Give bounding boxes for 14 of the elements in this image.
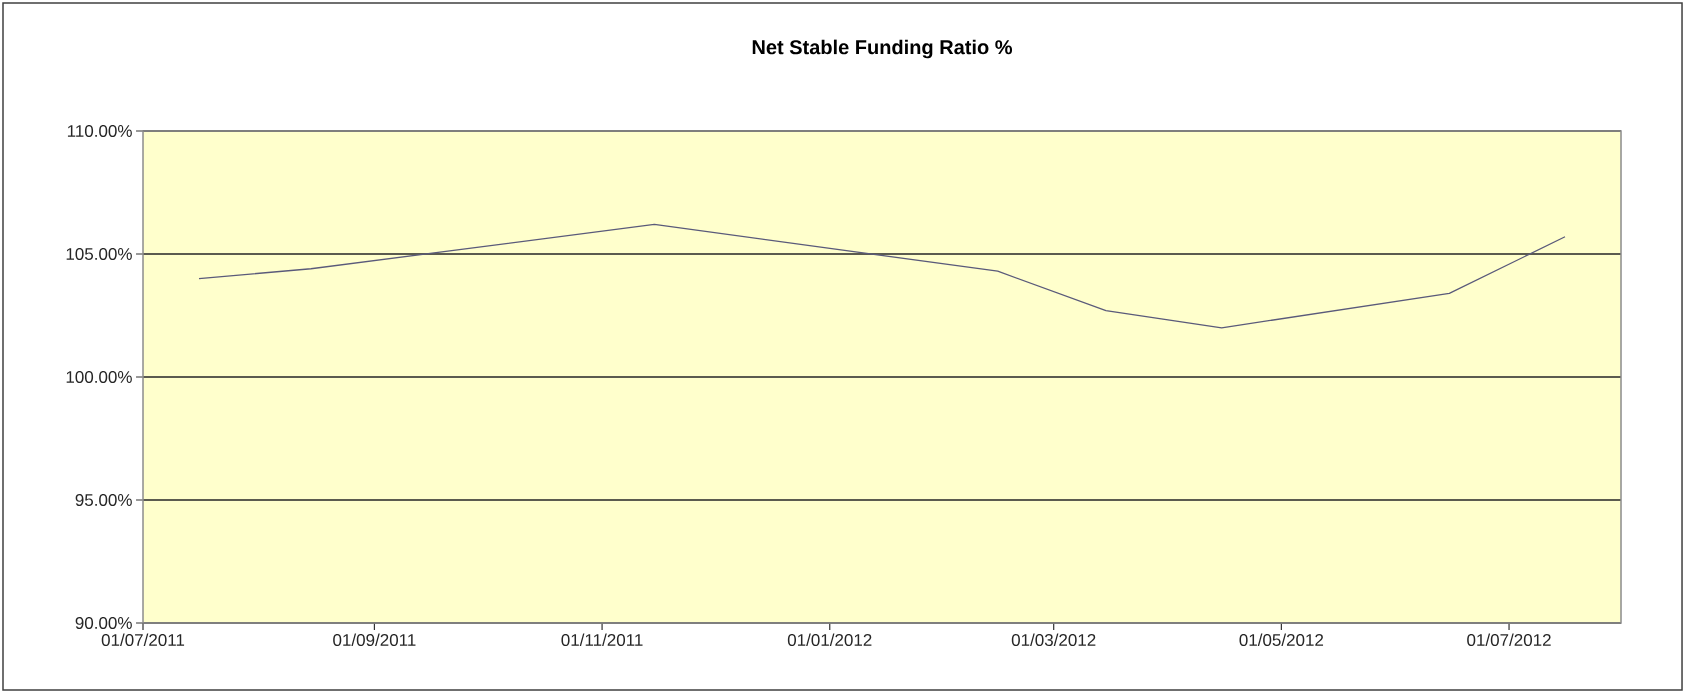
x-tick-label: 01/07/2011 xyxy=(101,633,185,647)
chart-title: Net Stable Funding Ratio % xyxy=(752,39,1013,59)
y-tick-label: 110.00% xyxy=(67,124,132,138)
y-tick-label: 95.00% xyxy=(75,493,132,507)
y-tick-label: 105.00% xyxy=(66,247,132,261)
x-tick-label: 01/03/2012 xyxy=(1011,633,1096,647)
y-tick-label: 100.00% xyxy=(66,370,132,384)
x-tick-label: 01/05/2012 xyxy=(1239,633,1324,647)
y-tick-label: 90.00% xyxy=(75,616,132,630)
x-tick-label: 01/11/2011 xyxy=(561,633,643,647)
x-tick-label: 01/09/2011 xyxy=(333,633,416,647)
line-series xyxy=(198,223,1566,329)
x-tick-label: 01/07/2012 xyxy=(1467,633,1551,647)
x-tick-label: 01/01/2012 xyxy=(787,633,872,647)
